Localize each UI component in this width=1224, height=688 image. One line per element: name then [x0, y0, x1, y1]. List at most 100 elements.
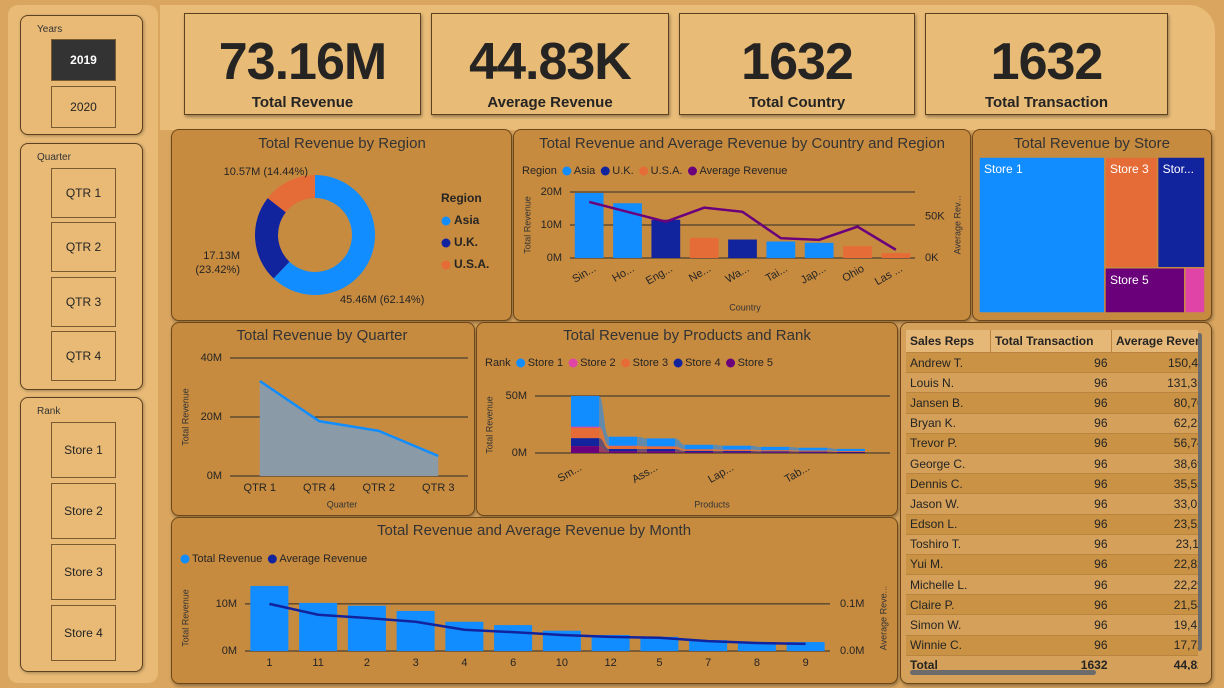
scrollbar[interactable]	[1197, 333, 1202, 651]
x-tick-label: Jap...	[799, 263, 828, 287]
y2-tick-label: 0K	[925, 252, 939, 264]
y-tick-label: 10M	[541, 219, 562, 231]
ribbon-link	[751, 449, 761, 452]
ribbon-link	[713, 449, 723, 452]
x-tick-label: Las ...	[873, 263, 905, 288]
ribbon-link	[789, 452, 799, 453]
donut-slice	[273, 175, 376, 295]
legend-label: U.K.	[612, 165, 633, 177]
table-cell: Simon W.	[906, 614, 991, 636]
chart-title: Total Revenue by Products and Rank	[563, 327, 811, 344]
ribbon-segment	[723, 452, 751, 453]
y2-axis-title: Average Reve...	[878, 586, 888, 650]
kpi-card: 1632 Total Country	[679, 13, 915, 115]
table-cell: Andrew T.	[906, 352, 991, 374]
ribbon-segment	[647, 446, 675, 450]
table-cell: 96	[990, 413, 1112, 434]
ribbon-segment	[799, 451, 827, 453]
table-cell: Yui M.	[906, 554, 991, 576]
ribbon-segment	[609, 436, 637, 446]
x-tick-label: 4	[461, 657, 467, 669]
x-tick-label: Sin...	[570, 263, 598, 286]
donut-slice	[255, 198, 290, 279]
panel	[476, 322, 898, 516]
x-tick-label: 5	[656, 657, 662, 669]
slicer-title: Years	[37, 24, 63, 35]
ribbon-link	[599, 427, 609, 450]
ribbon-link	[751, 452, 761, 453]
tile-label: Store 3	[1110, 162, 1149, 176]
ribbon-link	[599, 426, 609, 447]
table-cell: Trevor P.	[906, 433, 991, 454]
ribbon-segment	[685, 449, 713, 451]
slicer-button[interactable]: Store 2	[51, 483, 116, 539]
legend-title: Region	[441, 191, 482, 205]
legend-marker	[562, 166, 572, 176]
table-cell: 96	[990, 614, 1112, 636]
bar	[786, 642, 825, 651]
ribbon-link	[675, 451, 685, 453]
column-header[interactable]: Average Revenu	[1111, 330, 1198, 353]
scrollbar[interactable]	[910, 670, 1096, 675]
ribbon-link	[637, 446, 647, 450]
slicer-button[interactable]: 2020	[51, 86, 116, 128]
ribbon-link	[789, 451, 799, 453]
slicer-button[interactable]: Store 3	[51, 544, 116, 600]
bar	[689, 640, 728, 651]
y-tick-label: 0M	[512, 447, 527, 459]
table-cell: 96	[990, 594, 1112, 616]
table-cell: 96	[990, 574, 1112, 596]
ribbon-link	[637, 436, 647, 447]
table-cell: 96	[990, 635, 1112, 656]
x-tick-label: 7	[705, 657, 711, 669]
table-cell: 21,581.4	[1111, 594, 1198, 616]
table-cell: 96	[990, 433, 1112, 454]
y-tick-label: 0M	[207, 470, 222, 482]
ribbon-segment	[571, 396, 599, 427]
slicer-button[interactable]: Store 1	[51, 422, 116, 478]
bar	[737, 642, 776, 651]
ribbon-link	[713, 449, 723, 450]
ribbon-segment	[799, 450, 827, 452]
table-cell: 33,018.2	[1111, 493, 1198, 515]
legend-label: Average Revenue	[699, 165, 787, 177]
table-cell: 96	[990, 453, 1112, 475]
data-label: 17.13M (23.42%)	[195, 250, 240, 276]
bar	[689, 237, 719, 258]
chart-title: Total Revenue by Store	[1014, 135, 1170, 152]
ribbon-link	[675, 449, 685, 453]
kpi-value: 73.16M	[218, 33, 387, 91]
legend-label: Store 4	[685, 357, 720, 369]
slicer-button[interactable]: 2019	[51, 39, 116, 81]
ribbon-segment	[723, 445, 751, 450]
legend-title: Region	[522, 165, 557, 177]
total-cell: 1632	[990, 654, 1112, 670]
slicer-button[interactable]: QTR 2	[51, 222, 116, 272]
chart-title: Total Revenue by Region	[258, 135, 426, 152]
legend-label: Store 2	[580, 357, 615, 369]
slicer-title: Quarter	[37, 152, 71, 163]
kpi-label: Average Revenue	[487, 94, 613, 111]
kpi-card: 44.83K Average Revenue	[431, 13, 669, 115]
table-cell: 96	[990, 392, 1112, 414]
slicer-button[interactable]: QTR 4	[51, 331, 116, 381]
ribbon-segment	[723, 451, 751, 453]
y-axis-title: Total Revenue	[180, 388, 190, 446]
slicer-button[interactable]: QTR 1	[51, 168, 116, 218]
column-header[interactable]: Sales Reps	[906, 330, 991, 353]
column-header[interactable]: Total Transaction	[990, 330, 1112, 353]
slicer-button[interactable]: Store 4	[51, 605, 116, 661]
ribbon-link	[827, 451, 837, 453]
data-label-line: (23.42%)	[195, 264, 240, 276]
legend-label: U.K.	[454, 235, 478, 249]
table-cell: 96	[990, 473, 1112, 495]
line	[269, 602, 806, 646]
slicer-button[interactable]: QTR 3	[51, 277, 116, 327]
table-cell: Jansen B.	[906, 392, 991, 414]
treemap-tile	[1104, 266, 1186, 314]
